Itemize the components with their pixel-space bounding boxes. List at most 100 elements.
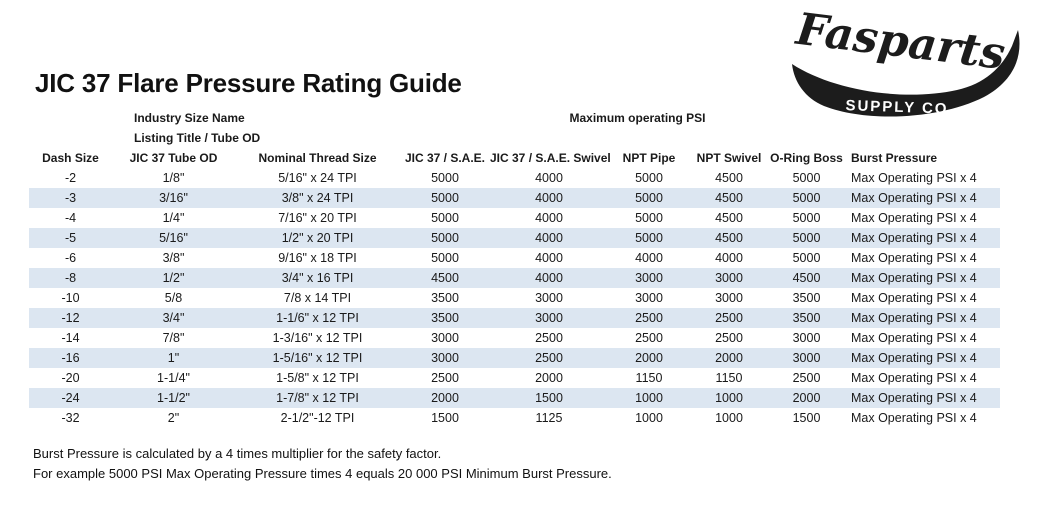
- column-header-row: Dash Size JIC 37 Tube OD Nominal Thread …: [29, 148, 1000, 168]
- column-header-tube-od: JIC 37 Tube OD: [129, 151, 218, 165]
- cell-jic37-sae-swivel: 4000: [535, 251, 563, 265]
- cell-npt-pipe: 2500: [635, 311, 663, 325]
- cell-npt-swivel: 3000: [715, 291, 743, 305]
- table-row: -14 7/8" 1-3/16" x 12 TPI 3000 2500 2500 2500 3…: [29, 328, 1000, 348]
- table-row: -4 1/4" 7/16" x 20 TPI 5000 4000 5000 4500 5000…: [29, 208, 1000, 228]
- cell-tube-od: 7/8": [162, 331, 185, 345]
- cell-thread-size: 9/16" x 18 TPI: [278, 251, 357, 265]
- table-row: -5 5/16" 1/2" x 20 TPI 5000 4000 5000 4500 5000…: [29, 228, 1000, 248]
- cell-jic37-sae: 3000: [431, 351, 459, 365]
- cell-jic37-sae-swivel: 2500: [535, 331, 563, 345]
- cell-tube-od: 5/8: [164, 291, 183, 305]
- cell-oring-boss: 3500: [792, 311, 821, 325]
- cell-dash-size: -3: [64, 191, 77, 205]
- cell-npt-swivel: 1000: [715, 391, 743, 405]
- cell-oring-boss: 3500: [792, 291, 821, 305]
- cell-jic37-sae-swivel: 1125: [535, 411, 563, 425]
- page-title: JIC 37 Flare Pressure Rating Guide: [35, 68, 462, 98]
- cell-burst-pressure: Max Operating PSI x 4: [851, 191, 977, 205]
- cell-oring-boss: 5000: [792, 171, 821, 185]
- cell-burst-pressure: Max Operating PSI x 4: [851, 391, 977, 405]
- column-header-npt-swivel: NPT Swivel: [696, 151, 762, 165]
- footnotes: Burst Pressure is calculated by a 4 time…: [33, 444, 612, 484]
- cell-oring-boss: 4500: [792, 271, 821, 285]
- cell-dash-size: -6: [64, 251, 77, 265]
- cell-dash-size: -10: [61, 291, 80, 305]
- cell-jic37-sae: 2500: [431, 371, 459, 385]
- cell-npt-pipe: 1000: [635, 411, 663, 425]
- cell-jic37-sae: 1500: [431, 411, 459, 425]
- cell-thread-size: 2-1/2"-12 TPI: [280, 411, 355, 425]
- cell-burst-pressure: Max Operating PSI x 4: [851, 231, 977, 245]
- logo-brand-text: Fasparts: [792, 4, 1008, 80]
- cell-jic37-sae: 3000: [431, 331, 459, 345]
- cell-tube-od: 3/16": [159, 191, 188, 205]
- cell-dash-size: -4: [64, 211, 77, 225]
- cell-npt-pipe: 1000: [635, 391, 663, 405]
- footnote-line-1: Burst Pressure is calculated by a 4 time…: [33, 446, 442, 461]
- listing-title-tube-od-header: Listing Title / Tube OD: [134, 131, 261, 145]
- cell-npt-swivel: 4500: [715, 231, 743, 245]
- cell-npt-pipe: 3000: [635, 271, 663, 285]
- cell-jic37-sae-swivel: 3000: [535, 291, 563, 305]
- cell-oring-boss: 5000: [792, 251, 821, 265]
- brand-logo: Fasparts SUPPLY CO.: [792, 4, 1020, 118]
- cell-tube-od: 1/8": [162, 171, 185, 185]
- cell-npt-swivel: 1000: [715, 411, 743, 425]
- cell-burst-pressure: Max Operating PSI x 4: [851, 291, 977, 305]
- column-header-jic37-sae: JIC 37 / S.A.E.: [404, 151, 486, 165]
- cell-jic37-sae-swivel: 4000: [535, 171, 563, 185]
- cell-npt-swivel: 2500: [715, 311, 743, 325]
- table-row: -8 1/2" 3/4" x 16 TPI 4500 4000 3000 3000 4500 M…: [29, 268, 1000, 288]
- cell-thread-size: 3/8" x 24 TPI: [281, 191, 354, 205]
- cell-thread-size: 1-1/6" x 12 TPI: [276, 311, 359, 325]
- cell-dash-size: -8: [64, 271, 77, 285]
- cell-npt-pipe: 5000: [635, 171, 663, 185]
- cell-dash-size: -24: [61, 391, 80, 405]
- cell-npt-swivel: 1150: [715, 371, 743, 385]
- group-header-row-2: Listing Title / Tube OD: [29, 128, 1000, 148]
- cell-npt-swivel: 4500: [715, 211, 743, 225]
- table-row: -6 3/8" 9/16" x 18 TPI 5000 4000 4000 4000 5000…: [29, 248, 1000, 268]
- cell-jic37-sae: 5000: [431, 171, 459, 185]
- cell-burst-pressure: Max Operating PSI x 4: [851, 171, 977, 185]
- cell-npt-pipe: 5000: [635, 191, 663, 205]
- cell-jic37-sae-swivel: 4000: [535, 231, 563, 245]
- cell-burst-pressure: Max Operating PSI x 4: [851, 351, 977, 365]
- table-row: -20 1-1/4" 1-5/8" x 12 TPI 2500 2000 1150 1150…: [29, 368, 1000, 388]
- cell-dash-size: -32: [61, 411, 80, 425]
- cell-thread-size: 5/16" x 24 TPI: [278, 171, 357, 185]
- cell-thread-size: 1-7/8" x 12 TPI: [276, 391, 359, 405]
- column-header-dash-size: Dash Size: [42, 151, 99, 165]
- cell-thread-size: 1-5/8" x 12 TPI: [276, 371, 359, 385]
- cell-jic37-sae-swivel: 2000: [535, 371, 563, 385]
- cell-npt-swivel: 2500: [715, 331, 743, 345]
- cell-oring-boss: 2000: [792, 391, 821, 405]
- cell-tube-od: 1-1/2": [157, 391, 190, 405]
- cell-tube-od: 1/4": [162, 211, 185, 225]
- cell-burst-pressure: Max Operating PSI x 4: [851, 371, 977, 385]
- cell-oring-boss: 3000: [792, 331, 821, 345]
- cell-jic37-sae: 5000: [431, 211, 459, 225]
- maximum-operating-psi-header: Maximum operating PSI: [569, 111, 706, 125]
- group-header-row-1: Industry Size Name Maximum operating PSI: [29, 108, 1000, 128]
- cell-tube-od: 1": [167, 351, 180, 365]
- cell-npt-swivel: 3000: [715, 271, 743, 285]
- table-row: -12 3/4" 1-1/6" x 12 TPI 3500 3000 2500 2500 35…: [29, 308, 1000, 328]
- cell-jic37-sae-swivel: 4000: [535, 211, 563, 225]
- table-row: -32 2" 2-1/2"-12 TPI 1500 1125 1000 1000 1500 Ma…: [29, 408, 1000, 428]
- logo-subbrand-text: SUPPLY CO.: [845, 97, 955, 118]
- cell-burst-pressure: Max Operating PSI x 4: [851, 251, 977, 265]
- column-header-burst-pressure: Burst Pressure: [851, 151, 938, 165]
- cell-npt-swivel: 4000: [715, 251, 743, 265]
- table-row: -10 5/8 7/8 x 14 TPI 3500 3000 3000 3000 3500 Ma…: [29, 288, 1000, 308]
- cell-thread-size: 7/8 x 14 TPI: [283, 291, 352, 305]
- cell-dash-size: -16: [61, 351, 80, 365]
- column-header-npt-pipe: NPT Pipe: [622, 151, 676, 165]
- cell-oring-boss: 2500: [792, 371, 821, 385]
- cell-burst-pressure: Max Operating PSI x 4: [851, 271, 977, 285]
- cell-jic37-sae: 5000: [431, 231, 459, 245]
- logo-swoosh-icon: [792, 30, 1020, 117]
- table-row: -2 1/8" 5/16" x 24 TPI 5000 4000 5000 4500 5000…: [29, 168, 1000, 188]
